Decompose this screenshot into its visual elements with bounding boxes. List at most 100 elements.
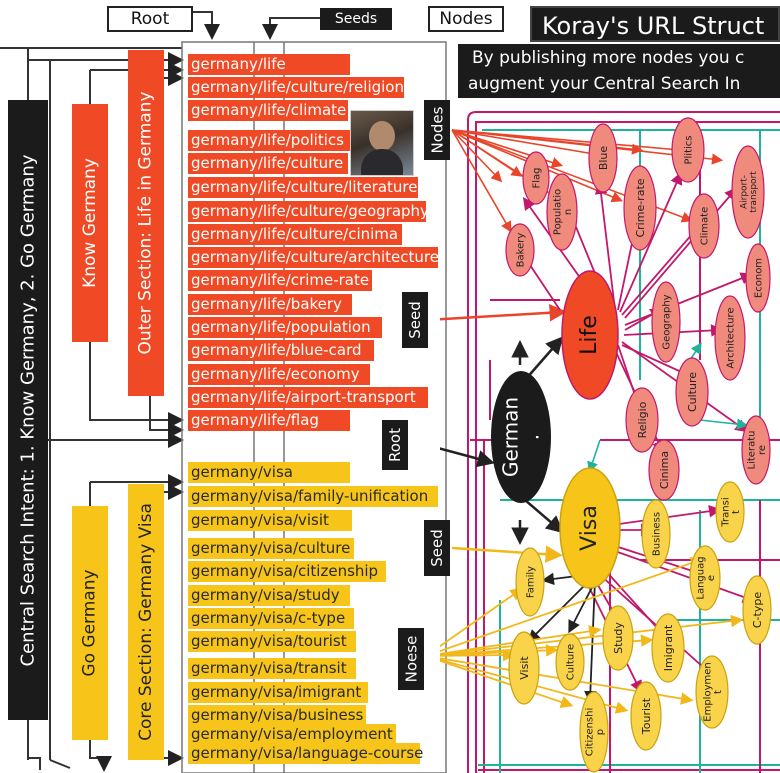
- svg-text:Visit: Visit: [518, 656, 531, 680]
- life-url-item: germany/life/culture: [188, 153, 348, 174]
- life-url-item: germany/life/airport-transport: [188, 387, 428, 408]
- life-child-node: Culture: [675, 357, 709, 427]
- svg-text:Employment: Employment: [702, 662, 724, 721]
- svg-text:Flag: Flag: [532, 167, 543, 188]
- outer-section-label: Outer Section: Life in Germany: [128, 50, 164, 396]
- svg-text:Econom: Econom: [754, 258, 765, 298]
- life-child-node: Population: [546, 173, 578, 251]
- visa-child-node: Culture: [555, 633, 585, 691]
- svg-text:Visa: Visa: [577, 505, 602, 551]
- svg-text:Transit: Transit: [720, 497, 742, 527]
- visa-child-node: Tourist: [630, 681, 662, 751]
- life-url-item: germany/life/flag: [188, 410, 350, 431]
- svg-text:Life: Life: [577, 315, 602, 355]
- visa-child-node: Business: [641, 499, 671, 569]
- visa-child-node: Visit: [508, 631, 540, 705]
- life-node: Life: [561, 270, 619, 400]
- visa-url-item: germany/visa/family-unification: [188, 486, 438, 507]
- nodes-header-label: Nodes: [428, 6, 504, 32]
- svg-text:Culture: Culture: [686, 372, 699, 412]
- life-child-node: Cinima: [648, 439, 680, 501]
- life-url-item: germany/life: [188, 54, 350, 75]
- life-child-node: Geography: [651, 281, 681, 363]
- seed-visa-tag: Seed: [424, 520, 450, 576]
- visa-url-item: germany/visa/c-type: [188, 608, 354, 629]
- root-node: German.: [491, 371, 551, 503]
- nodes-tag: Nodes: [424, 100, 450, 160]
- svg-text:Plitics: Plitics: [684, 136, 695, 165]
- subtitle-line-2: augment your Central Search In: [458, 72, 780, 98]
- svg-text:Language: Language: [695, 556, 717, 599]
- visa-child-node: Citizenship: [579, 691, 609, 773]
- go-germany-label: Go Germany: [72, 506, 108, 740]
- page-title: Koray's URL Struct: [530, 6, 780, 42]
- life-url-item: germany/life/culture/architecture: [188, 247, 439, 268]
- root-tag: Root: [382, 420, 408, 470]
- visa-url-item: germany/visa/transit: [188, 658, 356, 679]
- svg-text:Geography: Geography: [662, 294, 673, 349]
- visa-url-item: germany/visa: [188, 462, 350, 483]
- life-url-item: germany/life/crime-rate: [188, 270, 372, 291]
- visa-child-node: Employment: [695, 655, 729, 729]
- life-child-node: Literature: [741, 415, 771, 485]
- visa-child-node: Transit: [715, 481, 745, 543]
- svg-text:Culture: Culture: [566, 644, 577, 680]
- life-child-node: Blue: [588, 123, 618, 193]
- visa-url-item: germany/visa/imigrant: [188, 682, 368, 703]
- visa-child-node: Study: [602, 605, 634, 671]
- central-search-intent-label: Central Search Intent: 1. Know Germany, …: [8, 100, 48, 720]
- svg-text:Business: Business: [652, 512, 663, 556]
- life-url-item: germany/life/culture/religion: [188, 77, 404, 98]
- svg-text:Tourist: Tourist: [640, 697, 653, 735]
- visa-url-item: germany/visa/study: [188, 585, 350, 606]
- life-url-item: germany/life/climate: [188, 100, 348, 121]
- svg-text:Family: Family: [526, 566, 537, 598]
- life-child-node: Crime-rate: [623, 165, 657, 251]
- visa-child-node: C-type: [742, 575, 772, 645]
- svg-text:Imigrant: Imigrant: [662, 624, 675, 671]
- noese-tag: Noese: [398, 628, 424, 690]
- life-url-item: germany/life/bakery: [188, 294, 352, 315]
- life-child-node: Plitics: [671, 117, 705, 183]
- svg-text:Blue: Blue: [597, 146, 610, 171]
- subtitle-line-1: By publishing more nodes you c: [458, 44, 780, 72]
- life-child-node: Religio: [625, 387, 659, 453]
- root-header-label: Root: [107, 6, 193, 32]
- life-child-node: Climate: [688, 193, 720, 259]
- visa-child-node: Imigrant: [651, 613, 685, 683]
- visa-url-item: germany/visa/visit: [188, 510, 352, 531]
- svg-text:Crime-rate: Crime-rate: [634, 178, 647, 237]
- svg-text:Airport-transport: Airport-transport: [739, 171, 758, 213]
- life-url-item: germany/life/politics: [188, 130, 350, 151]
- life-child-node: Econom: [745, 243, 771, 313]
- visa-child-node: Family: [515, 547, 545, 617]
- author-avatar: [350, 110, 414, 176]
- life-child-node: Bakery: [505, 223, 535, 277]
- svg-text:Cinima: Cinima: [658, 451, 671, 489]
- core-section-label: Core Section: Germany Visa: [128, 484, 164, 760]
- visa-node: Visa: [559, 467, 621, 589]
- svg-text:Architecture: Architecture: [726, 307, 737, 368]
- life-url-item: germany/life/culture/literature: [188, 177, 418, 198]
- visa-url-item: germany/visa/employment: [188, 724, 396, 745]
- visa-url-item: germany/visa/culture: [188, 538, 354, 559]
- visa-url-item: germany/visa/tourist: [188, 631, 356, 652]
- life-child-node: Architecture: [714, 295, 746, 381]
- svg-text:Religio: Religio: [636, 401, 649, 438]
- visa-child-node: Language: [689, 545, 721, 611]
- svg-text:Citizenship: Citizenship: [584, 708, 606, 757]
- visa-url-item: germany/visa/business: [188, 705, 366, 726]
- svg-text:Bakery: Bakery: [516, 233, 527, 268]
- url-graph: German. Life Visa Flag Blue Plitics Airport…: [440, 111, 780, 773]
- know-germany-label: Know Germany: [72, 104, 108, 342]
- svg-text:C-type: C-type: [751, 592, 764, 628]
- life-url-item: germany/life/blue-card: [188, 340, 374, 361]
- life-url-item: germany/life/population: [188, 317, 382, 338]
- life-url-item: germany/life/culture/cinima: [188, 224, 402, 245]
- svg-text:Population: Population: [552, 189, 574, 235]
- svg-text:German.: German.: [499, 397, 544, 477]
- seeds-header-label: Seeds: [320, 8, 392, 30]
- visa-url-item: germany/visa/citizenship: [188, 561, 386, 582]
- life-url-item: germany/life/economy: [188, 364, 370, 385]
- life-child-node: Airport-transport: [731, 145, 765, 239]
